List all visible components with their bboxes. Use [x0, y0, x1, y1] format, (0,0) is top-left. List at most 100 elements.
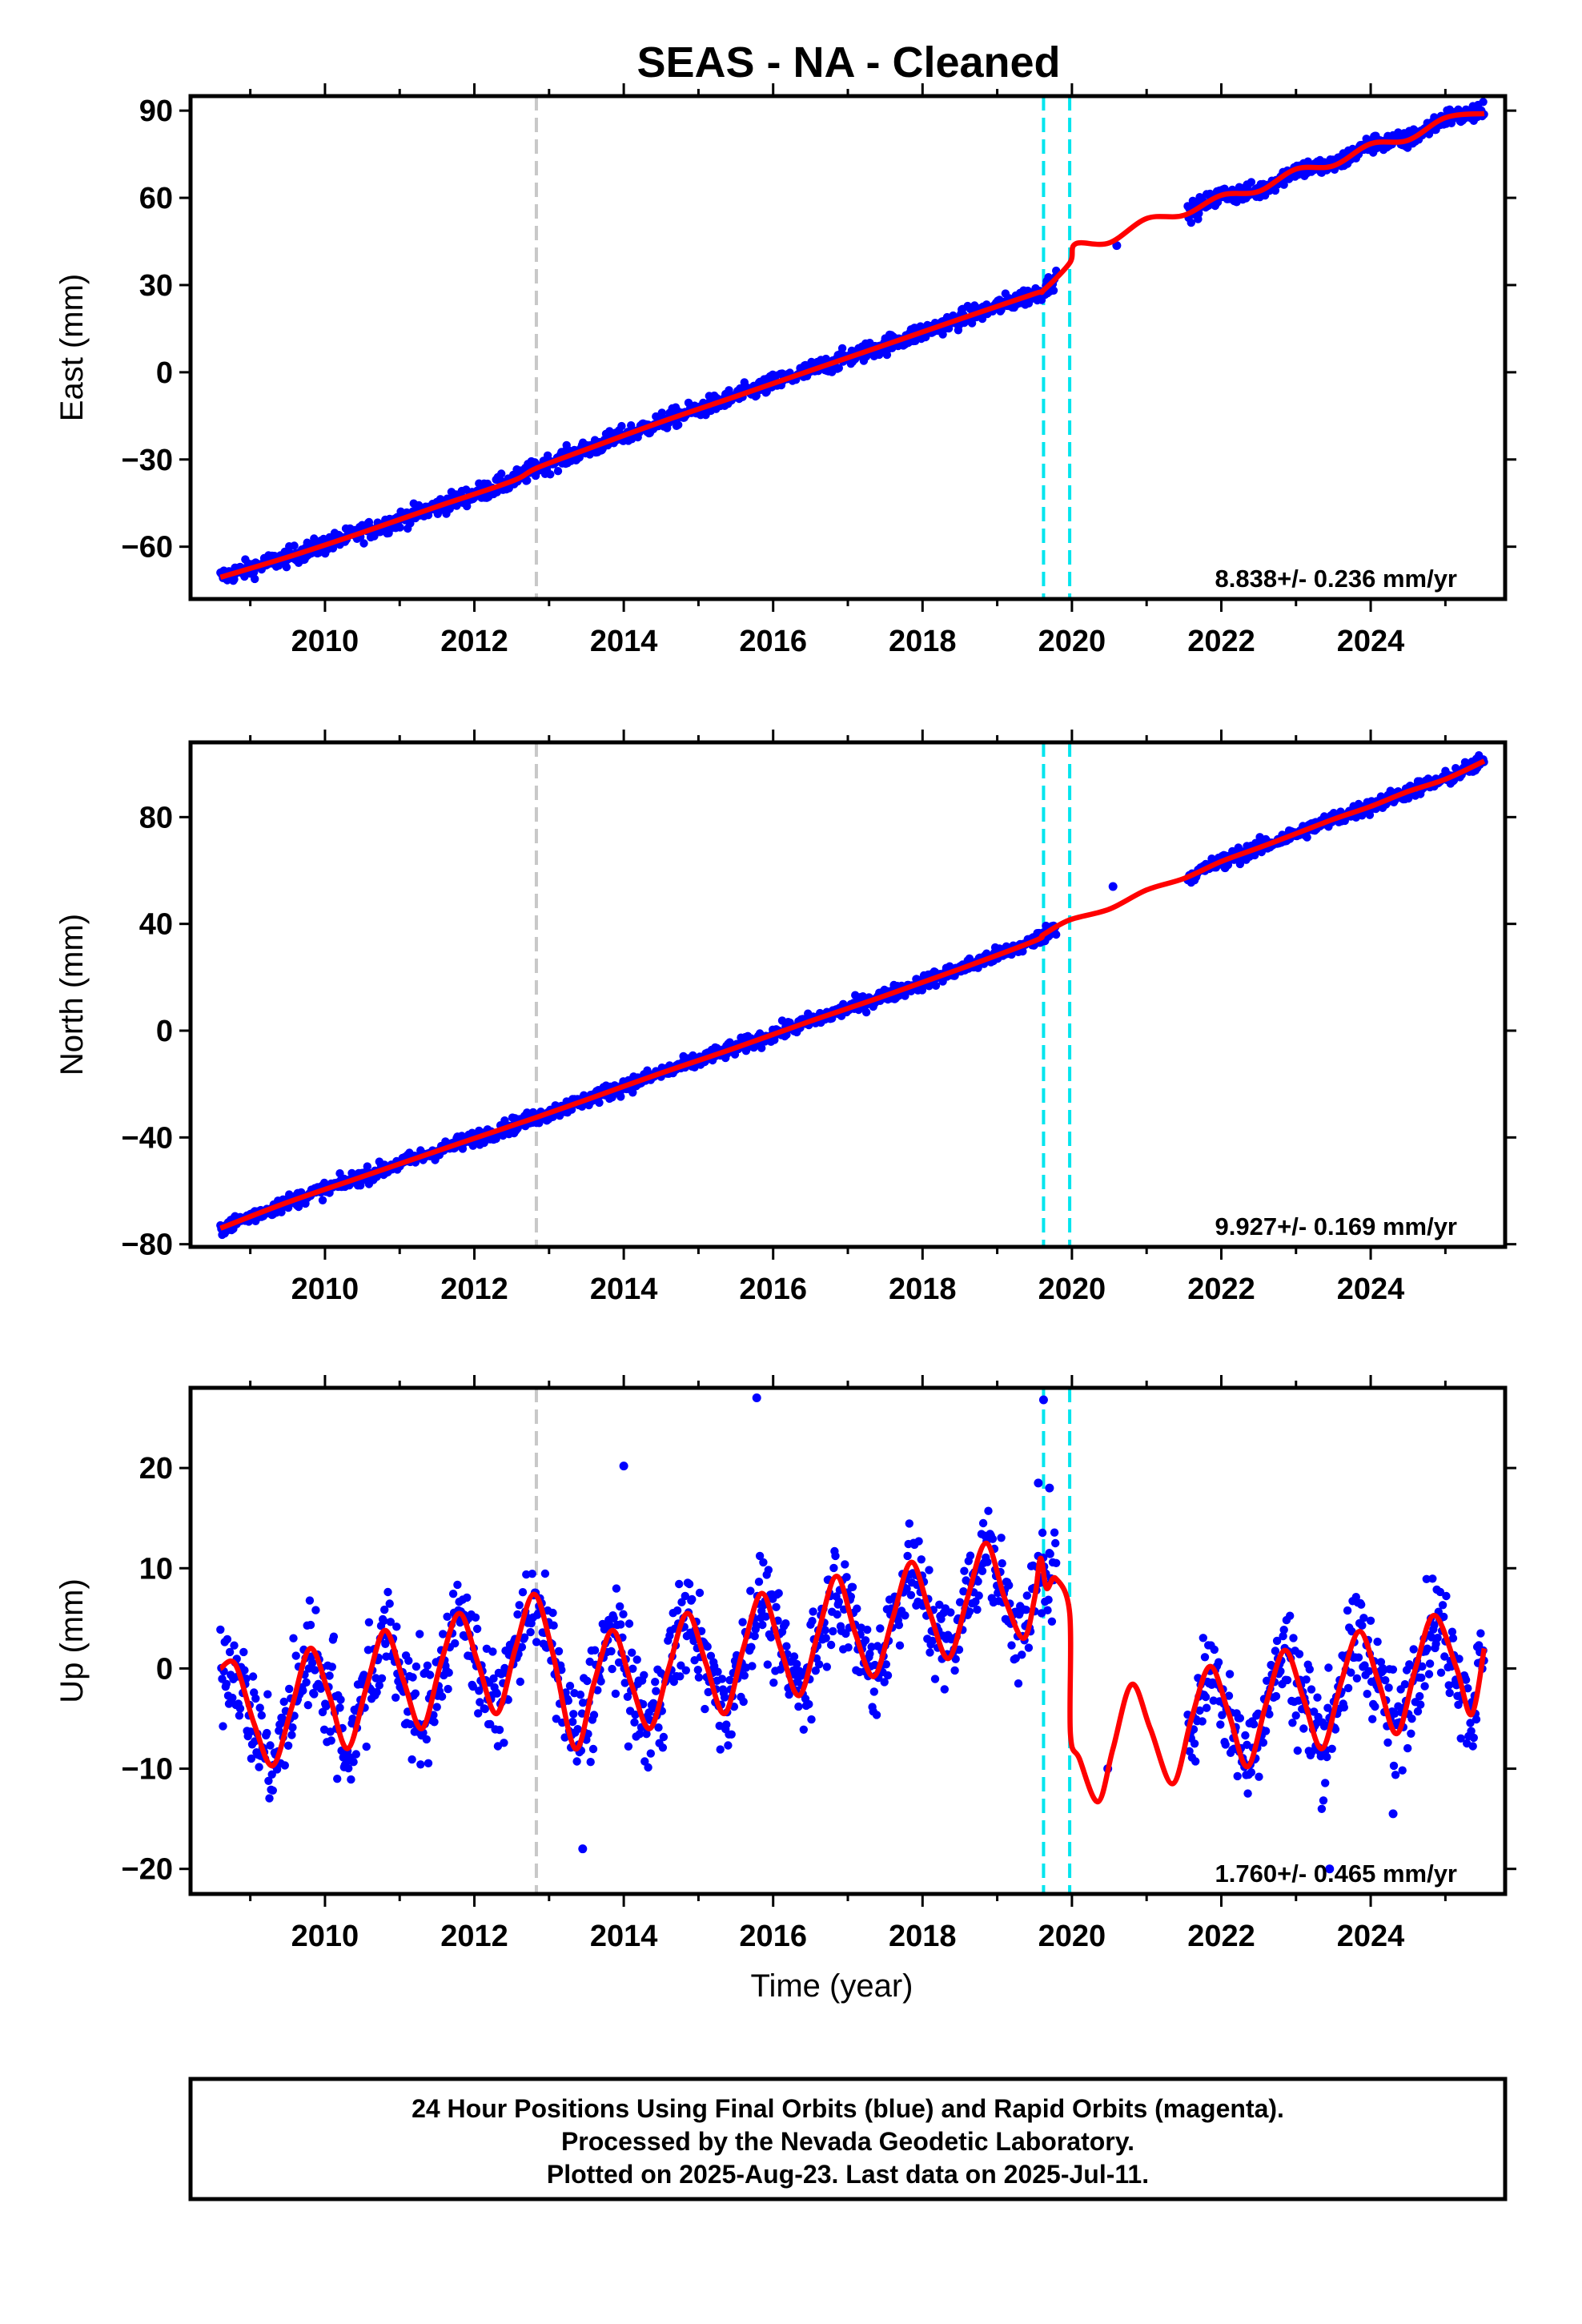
data-point: [966, 1551, 975, 1560]
data-point: [1052, 930, 1061, 939]
model-curve: [219, 111, 1485, 580]
data-point: [379, 1616, 388, 1626]
data-point: [950, 1666, 959, 1675]
data-point: [392, 1622, 401, 1631]
y-tick-label: −20: [122, 1853, 173, 1887]
data-point: [998, 1559, 1006, 1568]
x-tick-label: 2018: [889, 1920, 957, 1953]
data-point: [489, 1674, 498, 1683]
data-point: [1272, 1636, 1282, 1646]
data-point: [589, 1711, 599, 1719]
data-point: [628, 1088, 637, 1097]
data-point: [1047, 1617, 1057, 1626]
x-tick-label: 2022: [1187, 1920, 1255, 1953]
data-point: [1299, 1724, 1308, 1733]
data-point: [688, 1594, 697, 1604]
data-point: [617, 421, 626, 431]
data-point: [311, 1606, 320, 1614]
x-tick-label: 2016: [739, 625, 807, 658]
data-point: [844, 1643, 853, 1652]
velocity-label: 1.760+/- 0.465 mm/yr: [1215, 1860, 1457, 1888]
data-point: [831, 1551, 840, 1561]
data-point: [869, 1687, 879, 1696]
data-point: [1327, 1744, 1336, 1753]
data-point: [351, 1750, 360, 1759]
data-point: [1288, 1719, 1297, 1727]
data-point: [1468, 1742, 1477, 1751]
data-point: [497, 469, 506, 478]
data-point: [223, 1634, 232, 1644]
x-tick-label: 2020: [1038, 1273, 1106, 1306]
outlier-point: [1045, 1483, 1054, 1493]
data-point: [246, 1727, 255, 1736]
data-point: [1373, 1637, 1382, 1647]
data-point: [759, 1558, 768, 1567]
data-point: [391, 1693, 400, 1702]
data-point: [794, 1702, 803, 1711]
data-point: [837, 344, 847, 353]
outlier-point: [1038, 1395, 1048, 1405]
x-tick-label: 2014: [590, 1273, 658, 1306]
data-point: [674, 420, 683, 429]
x-tick-label: 2018: [889, 1273, 957, 1306]
footer-line-2: Processed by the Nevada Geodetic Laborat…: [561, 2127, 1134, 2156]
data-point: [997, 1534, 1006, 1542]
y-tick-label: 80: [139, 801, 173, 834]
data-point: [1005, 1581, 1014, 1590]
data-point: [701, 1704, 709, 1714]
data-point: [1271, 1691, 1281, 1701]
data-point: [1390, 1709, 1399, 1718]
data-point: [983, 1558, 992, 1566]
data-point: [1216, 1720, 1225, 1729]
data-point: [268, 1786, 277, 1795]
data-point: [359, 1671, 368, 1679]
data-point: [822, 1663, 832, 1671]
data-point: [1289, 1634, 1298, 1642]
data-point: [1198, 1717, 1207, 1726]
x-tick-label: 2012: [440, 1920, 508, 1953]
data-point: [652, 1687, 661, 1695]
outlier-point: [1112, 241, 1122, 251]
data-point: [335, 1703, 344, 1712]
data-point: [1265, 1710, 1274, 1719]
data-point: [1464, 1684, 1472, 1693]
data-point: [725, 1675, 734, 1685]
data-point: [573, 1725, 582, 1734]
data-point: [978, 1518, 988, 1528]
data-point: [329, 1632, 339, 1641]
data-point: [593, 1686, 602, 1695]
data-point: [1368, 1715, 1377, 1723]
velocity-label: 8.838+/- 0.236 mm/yr: [1215, 565, 1457, 593]
data-point: [750, 1631, 759, 1641]
data-point: [362, 1742, 371, 1751]
data-point: [1403, 1743, 1412, 1753]
data-point: [1218, 1711, 1227, 1719]
data-point: [283, 1741, 293, 1750]
data-point: [251, 574, 259, 584]
data-point: [578, 1699, 588, 1707]
data-point: [965, 1607, 974, 1616]
data-point: [1435, 1587, 1445, 1597]
outlier-point: [752, 1393, 761, 1403]
data-point: [302, 1678, 311, 1687]
data-point: [248, 1672, 258, 1681]
data-point: [624, 1619, 634, 1628]
data-point: [526, 1627, 535, 1637]
data-point: [1007, 1641, 1016, 1650]
data-point: [1398, 1766, 1407, 1775]
data-point: [1358, 1621, 1367, 1630]
data-point: [275, 1720, 284, 1729]
data-point: [247, 1754, 256, 1763]
data-point: [611, 1689, 620, 1699]
data-point: [266, 1741, 275, 1750]
y-axis-label: North (mm): [54, 914, 90, 1076]
data-point: [658, 1743, 668, 1752]
data-point: [821, 1626, 829, 1634]
data-point: [872, 1711, 881, 1719]
data-point: [290, 541, 299, 550]
data-point: [659, 1732, 669, 1742]
data-point: [988, 1534, 998, 1543]
y-tick-label: 40: [139, 908, 173, 942]
data-point: [1476, 1629, 1485, 1638]
data-point: [219, 1722, 227, 1731]
